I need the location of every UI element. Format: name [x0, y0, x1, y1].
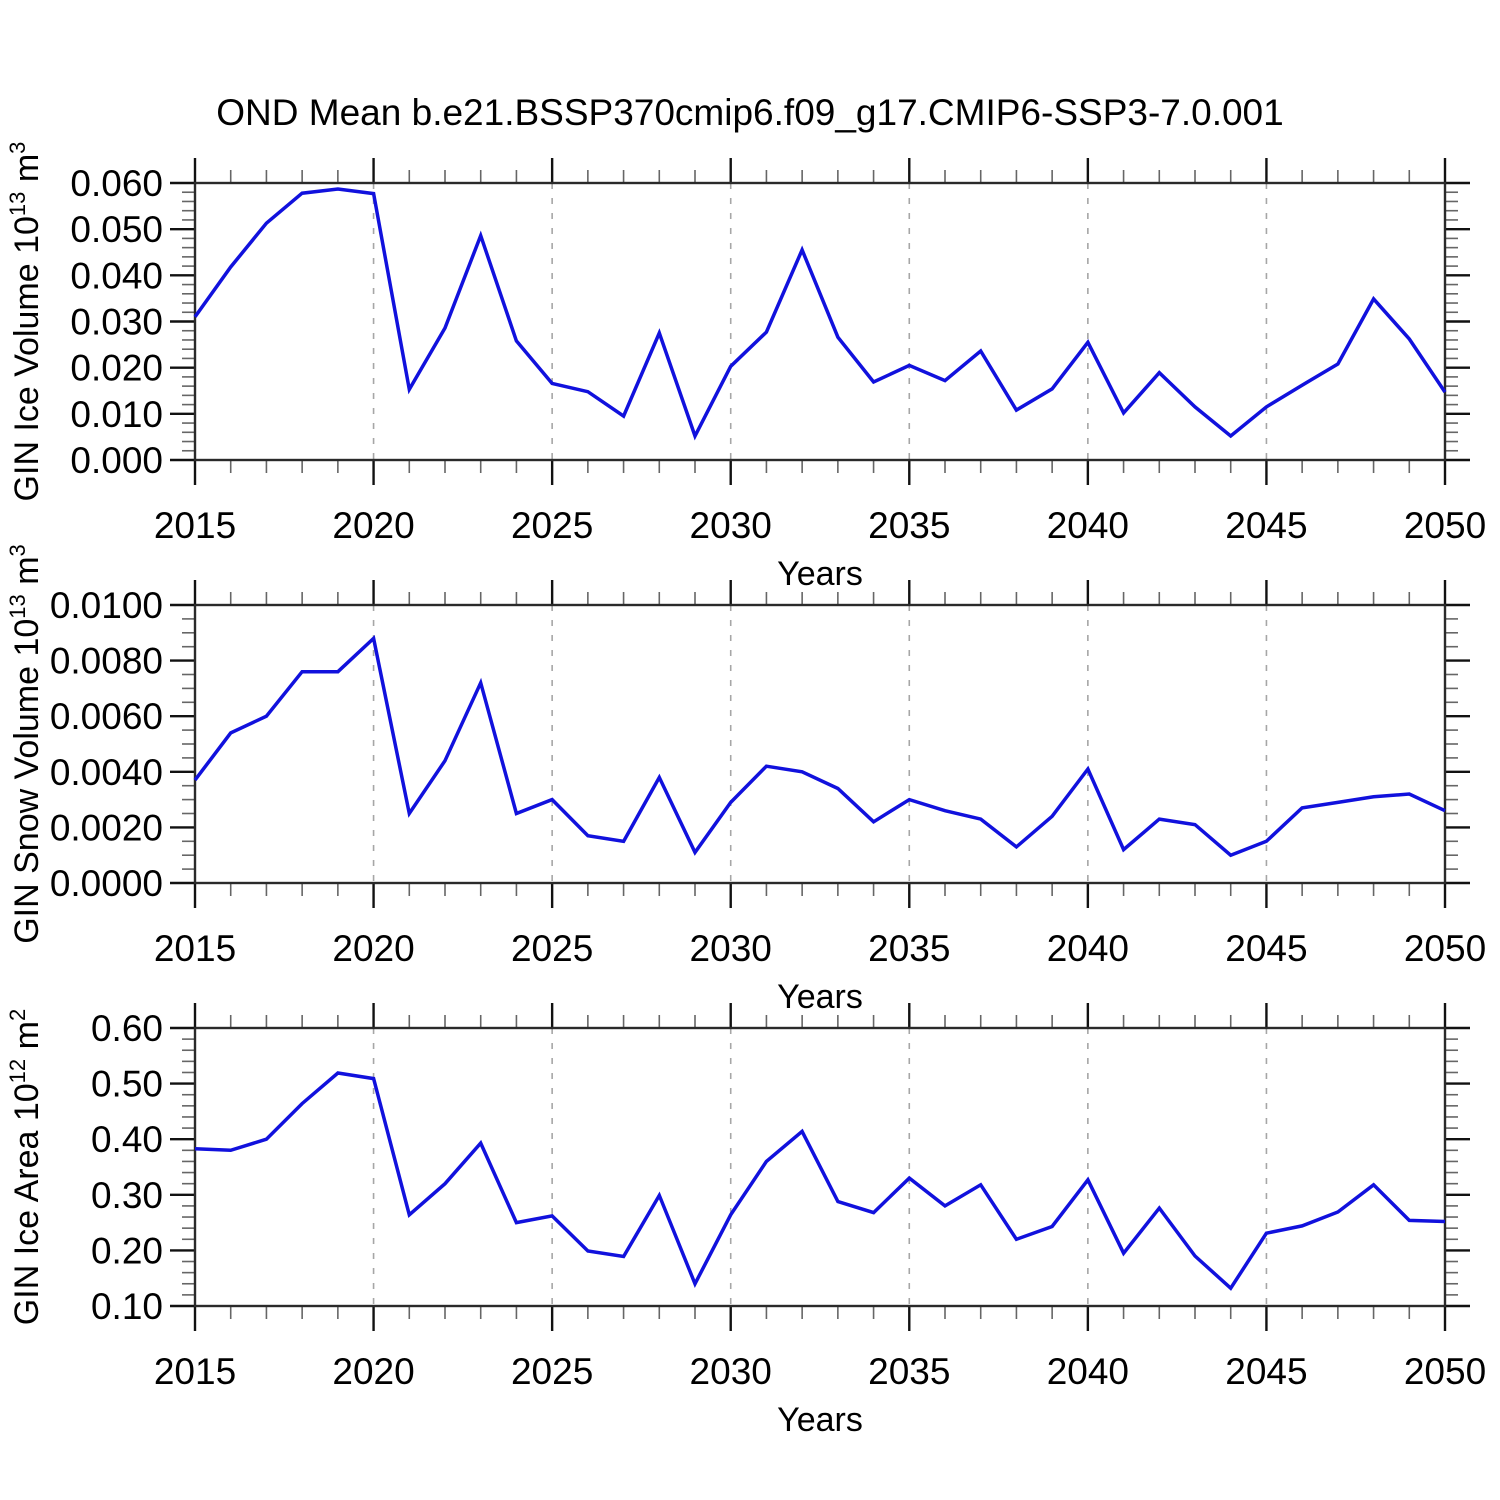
svg-text:0.0000: 0.0000	[50, 863, 163, 904]
minor-ticks	[182, 1015, 1458, 1319]
svg-text:2015: 2015	[154, 928, 236, 969]
y-axis-title: GIN Ice Area 1012 m2	[5, 1009, 46, 1325]
svg-text:2025: 2025	[511, 928, 593, 969]
svg-text:0.50: 0.50	[91, 1064, 163, 1105]
svg-text:0.020: 0.020	[70, 348, 163, 389]
minor-ticks	[182, 592, 1458, 896]
y-tick-labels: 0.000 0.010 0.020 0.030 0.040 0.050 0.060	[70, 163, 163, 481]
x-tick-labels: 2015 2020 2025 2030 2035 2040 2045 2050	[154, 928, 1486, 969]
svg-text:0.010: 0.010	[70, 394, 163, 435]
svg-text:2040: 2040	[1047, 1351, 1129, 1392]
major-ticks	[170, 158, 1470, 485]
plot-frame	[193, 603, 1447, 885]
major-ticks	[170, 1003, 1470, 1331]
svg-text:2045: 2045	[1225, 505, 1307, 546]
svg-text:0.000: 0.000	[70, 440, 163, 481]
x-axis-title: Years	[777, 555, 863, 593]
gridlines	[372, 605, 1268, 883]
svg-text:2045: 2045	[1225, 1351, 1307, 1392]
svg-text:2050: 2050	[1404, 505, 1486, 546]
svg-text:0.0100: 0.0100	[50, 585, 163, 626]
panel-1: 0.0000 0.0020 0.0040 0.0060 0.0080 0.0100 2015…	[5, 544, 1486, 1016]
svg-text:2025: 2025	[511, 505, 593, 546]
y-tick-labels: 0.10 0.20 0.30 0.40 0.50 0.60	[91, 1008, 163, 1327]
y-axis-title: GIN Ice Volume 1013 m3	[5, 142, 46, 502]
svg-text:0.040: 0.040	[70, 255, 163, 296]
plot-frame	[193, 1026, 1447, 1308]
svg-text:2035: 2035	[868, 1351, 950, 1392]
svg-text:0.30: 0.30	[91, 1175, 163, 1216]
svg-text:0.060: 0.060	[70, 163, 163, 204]
svg-text:2020: 2020	[332, 505, 414, 546]
x-tick-labels: 2015 2020 2025 2030 2035 2040 2045 2050	[154, 505, 1486, 546]
chart-title: OND Mean b.e21.BSSP370cmip6.f09_g17.CMIP…	[216, 92, 1283, 133]
svg-text:2035: 2035	[868, 928, 950, 969]
svg-text:0.030: 0.030	[70, 302, 163, 343]
svg-text:2040: 2040	[1047, 928, 1129, 969]
svg-text:2030: 2030	[690, 505, 772, 546]
svg-text:0.0060: 0.0060	[50, 696, 163, 737]
svg-text:2020: 2020	[332, 928, 414, 969]
y-tick-labels: 0.0000 0.0020 0.0040 0.0060 0.0080 0.0100	[50, 585, 163, 904]
svg-text:2050: 2050	[1404, 1351, 1486, 1392]
x-axis-title: Years	[777, 1401, 863, 1439]
x-tick-labels: 2015 2020 2025 2030 2035 2040 2045 2050	[154, 1351, 1486, 1392]
data-line	[194, 1071, 1446, 1291]
svg-text:2025: 2025	[511, 1351, 593, 1392]
svg-text:2040: 2040	[1047, 505, 1129, 546]
gridlines	[372, 1028, 1268, 1306]
svg-text:0.10: 0.10	[91, 1286, 163, 1327]
svg-text:2015: 2015	[154, 505, 236, 546]
svg-text:0.40: 0.40	[91, 1119, 163, 1160]
plot-frame	[193, 181, 1447, 462]
svg-text:0.60: 0.60	[91, 1008, 163, 1049]
data-line	[193, 187, 1447, 441]
panel-2: 0.10 0.20 0.30 0.40 0.50 0.60 2015 2020 2025 2030…	[5, 1003, 1486, 1439]
svg-text:0.0080: 0.0080	[50, 641, 163, 682]
svg-text:0.0020: 0.0020	[50, 807, 163, 848]
svg-text:2035: 2035	[868, 505, 950, 546]
y-axis-title: GIN Snow Volume 1013 m3	[5, 544, 46, 944]
svg-text:2020: 2020	[332, 1351, 414, 1392]
data-line	[193, 634, 1446, 858]
svg-text:2030: 2030	[690, 928, 772, 969]
svg-text:2030: 2030	[690, 1351, 772, 1392]
x-axis-title: Years	[777, 978, 863, 1016]
svg-text:2050: 2050	[1404, 928, 1486, 969]
major-ticks	[170, 580, 1470, 908]
gridlines	[372, 183, 1268, 460]
svg-text:2015: 2015	[154, 1351, 236, 1392]
svg-text:0.20: 0.20	[91, 1230, 163, 1271]
svg-text:2045: 2045	[1225, 928, 1307, 969]
svg-text:0.050: 0.050	[70, 209, 163, 250]
svg-text:0.0040: 0.0040	[50, 752, 163, 793]
minor-ticks	[182, 170, 1458, 473]
